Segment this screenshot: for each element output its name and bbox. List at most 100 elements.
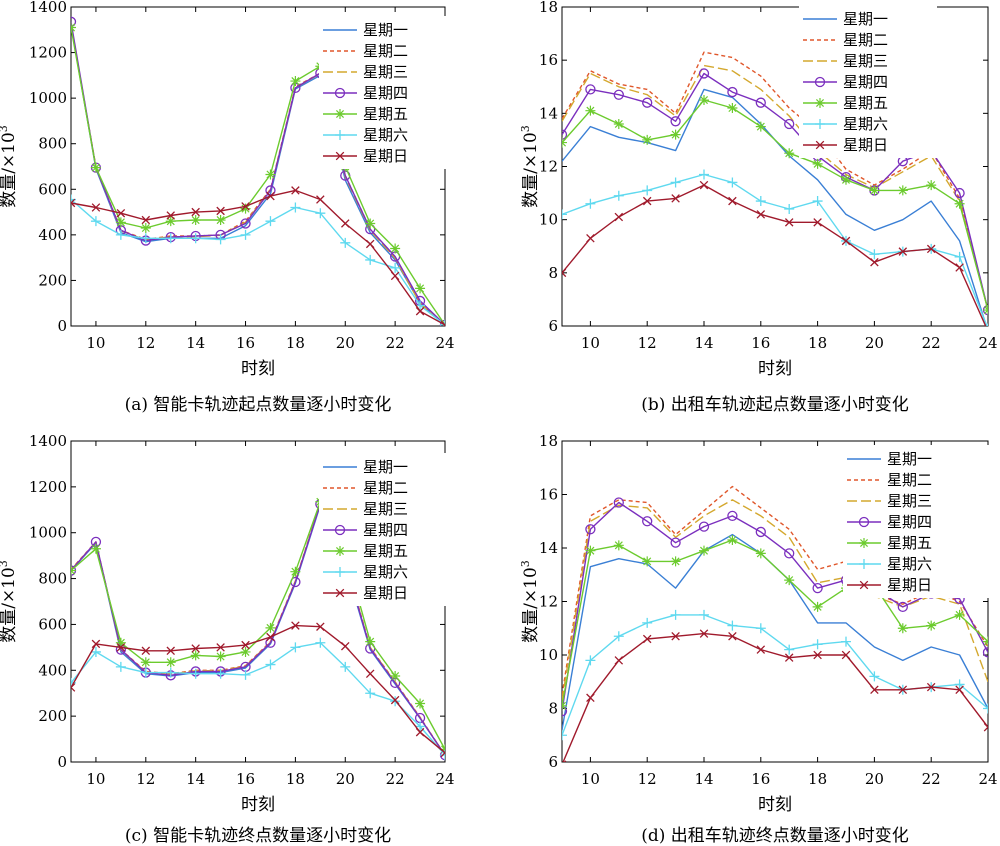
y-tick-label: 16 — [539, 486, 558, 504]
data-point-marker — [642, 516, 653, 527]
data-point-marker — [784, 575, 795, 586]
data-point-marker — [585, 524, 596, 535]
x-tick-label: 24 — [435, 770, 454, 788]
x-tick-label: 12 — [136, 770, 155, 788]
data-point-marker — [390, 671, 401, 682]
x-tick-label: 10 — [581, 770, 600, 788]
data-point-marker — [841, 636, 851, 647]
y-tick-label: 600 — [38, 615, 67, 633]
data-point-marker — [926, 620, 937, 631]
data-point-marker — [898, 247, 908, 256]
data-point-marker — [562, 209, 567, 220]
legend-label: 星期三 — [843, 52, 888, 70]
x-tick-label: 18 — [808, 334, 827, 352]
data-point-marker — [813, 650, 822, 660]
x-tick-label: 18 — [286, 334, 305, 352]
y-tick-label: 6 — [548, 753, 558, 771]
data-point-marker — [699, 180, 709, 190]
data-point-marker — [365, 239, 375, 249]
y-tick-label: 18 — [539, 432, 558, 450]
legend-marker — [334, 87, 346, 99]
data-point-marker — [390, 262, 401, 273]
legend-label: 星期二 — [363, 479, 408, 497]
data-point-marker — [265, 622, 276, 633]
data-point-marker — [415, 283, 426, 294]
y-axis-label: 数量/×103 — [0, 125, 19, 208]
x-tick-label: 14 — [186, 334, 205, 352]
legend-label: 星期一 — [887, 450, 932, 468]
data-point-marker — [642, 134, 653, 145]
y-tick-label: 16 — [539, 51, 558, 69]
data-point-marker — [562, 129, 568, 140]
data-point-marker — [265, 216, 276, 227]
data-point-marker — [291, 621, 300, 630]
data-point-marker — [983, 722, 988, 732]
data-point-marker — [841, 650, 851, 660]
data-point-marker — [671, 632, 680, 641]
x-tick-label: 22 — [386, 770, 405, 788]
legend-marker — [335, 567, 345, 577]
data-point-marker — [71, 565, 76, 576]
data-point-marker — [954, 609, 965, 620]
y-tick-label: 1200 — [29, 478, 67, 496]
x-axis-label: 时刻 — [241, 359, 275, 379]
chart-panel-3: 0 200 400 600 800 1000 1200 1400 10 12 14 16 18 20 22 2… — [0, 432, 455, 846]
data-point-marker — [115, 229, 126, 240]
legend-label: 星期四 — [363, 84, 408, 102]
data-point-marker — [290, 566, 301, 577]
data-point-marker — [71, 22, 76, 33]
data-point-marker — [140, 667, 151, 678]
x-tick-label: 16 — [236, 770, 255, 788]
data-point-marker — [699, 545, 709, 556]
subfigure-caption: (d) 出租车轨迹终点数量逐小时变化 — [641, 826, 909, 846]
data-point-marker — [216, 643, 225, 652]
data-point-marker — [190, 215, 201, 226]
data-point-marker — [897, 601, 908, 612]
data-point-marker — [190, 650, 201, 661]
data-point-marker — [727, 510, 738, 522]
data-point-marker — [897, 623, 908, 634]
data-point-marker — [116, 643, 126, 652]
data-point-marker — [784, 218, 794, 227]
data-point-marker — [240, 229, 251, 240]
x-tick-label: 24 — [978, 334, 997, 352]
data-point-marker — [870, 685, 879, 695]
legend-marker — [335, 151, 345, 161]
data-point-marker — [290, 202, 301, 213]
data-point-marker — [613, 631, 624, 642]
data-point-marker — [926, 180, 937, 191]
y-tick-label: 400 — [38, 661, 67, 679]
series-line — [71, 642, 445, 756]
y-tick-label: 1000 — [29, 524, 67, 542]
subfigure-caption: (b) 出租车轨迹起点数量逐小时变化 — [641, 395, 909, 415]
data-point-marker — [165, 657, 176, 668]
data-point-marker — [728, 632, 737, 641]
data-point-marker — [755, 526, 766, 538]
x-tick-label: 18 — [286, 770, 305, 788]
data-point-marker — [755, 196, 766, 207]
plot-area — [562, 485, 988, 762]
data-point-marker — [983, 636, 988, 647]
y-tick-label: 200 — [38, 707, 67, 725]
data-point-marker — [982, 647, 988, 658]
data-point-marker — [241, 640, 250, 650]
legend-label: 星期五 — [887, 534, 932, 552]
data-point-marker — [165, 667, 176, 678]
data-point-marker — [613, 118, 624, 129]
data-point-marker — [613, 497, 624, 508]
series-line — [562, 173, 988, 326]
data-point-marker — [613, 190, 624, 201]
data-point-marker — [955, 263, 964, 272]
legend-marker — [859, 580, 869, 590]
legend-label: 星期日 — [843, 136, 888, 154]
data-point-marker — [415, 727, 425, 737]
data-point-marker — [954, 251, 965, 262]
legend-label: 星期一 — [843, 10, 888, 28]
data-point-marker — [116, 208, 126, 218]
data-point-marker — [315, 637, 326, 648]
data-point-marker — [642, 97, 653, 108]
legend-marker — [815, 140, 825, 150]
data-point-marker — [340, 237, 351, 248]
data-point-marker — [755, 121, 766, 132]
data-point-marker — [585, 545, 596, 556]
